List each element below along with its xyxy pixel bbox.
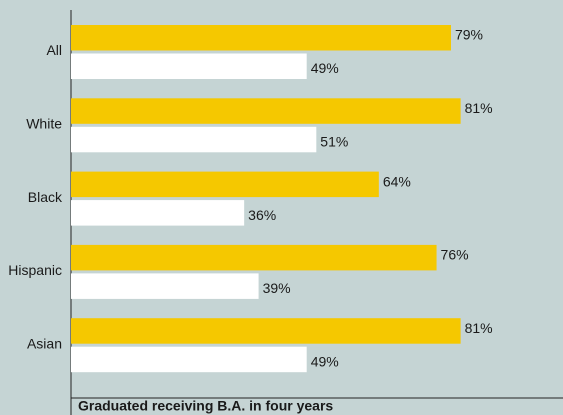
category-label: White: [26, 116, 62, 132]
bar: [71, 200, 245, 226]
bar: [71, 244, 437, 271]
value-label: 36%: [248, 207, 276, 223]
value-label: 79%: [455, 27, 483, 43]
value-label: 49%: [311, 353, 339, 369]
bar: [71, 53, 307, 79]
category-label: Asian: [27, 335, 62, 351]
value-label: 51%: [320, 134, 348, 150]
value-label: 39%: [263, 280, 291, 296]
value-label: 49%: [311, 60, 339, 76]
bar: [71, 273, 259, 299]
category-label: Hispanic: [8, 262, 62, 278]
value-label: 81%: [465, 100, 493, 116]
bar: [71, 318, 461, 344]
value-label: 64%: [383, 173, 411, 189]
bar: [71, 171, 379, 198]
bar: [71, 346, 307, 373]
category-label: Black: [28, 189, 63, 205]
value-label: 81%: [465, 320, 493, 336]
category-label: All: [46, 42, 62, 58]
bar: [71, 25, 451, 51]
bar: [71, 126, 317, 153]
value-label: 76%: [441, 247, 469, 263]
bar: [71, 98, 461, 124]
chart-title: Graduated receiving B.A. in four years: [78, 398, 333, 414]
